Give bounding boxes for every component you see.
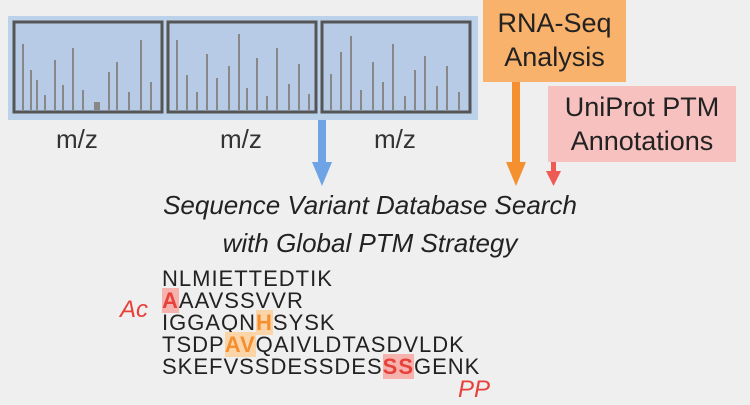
- source-label: UniProt PTM Annotations: [564, 92, 720, 156]
- rna-seq-box: [483, 0, 626, 82]
- modification: PP: [458, 376, 491, 403]
- variant-residue: A: [162, 288, 179, 313]
- modification: Ac: [120, 296, 149, 323]
- residues: AAVSSVVR: [178, 288, 304, 313]
- sequence: AAAVSSVVR: [162, 288, 304, 313]
- uniprot-box: [548, 86, 736, 162]
- axis-label: m/z: [374, 124, 416, 154]
- residues: GENK: [414, 354, 481, 379]
- source-label: RNA-Seq Analysis: [497, 8, 612, 72]
- residues: SKEFVSSDESSDES: [162, 354, 383, 379]
- variant-residue: AV: [224, 332, 256, 357]
- axis-label: m/z: [220, 124, 262, 154]
- sequence: SKEFVSSDESSDESSSGENK: [162, 354, 481, 379]
- spectra-arrow: [312, 120, 332, 186]
- residues: QAIVLDTASDVLDK: [255, 332, 465, 357]
- sequence: IGGAQNHSYSK: [162, 310, 336, 335]
- spectrum-peaks: [22, 34, 460, 110]
- residues: SYSK: [272, 310, 336, 335]
- residues: TSDP: [162, 332, 225, 357]
- spectrum-boxes: [12, 20, 472, 114]
- title: Sequence Variant Database Search: [163, 190, 577, 220]
- rna-seq-arrow: [506, 82, 526, 186]
- residues: IGGAQN: [162, 310, 257, 335]
- sequence: TSDPAVQAIVLDTASDVLDK: [162, 332, 465, 357]
- variant-residue: SS: [382, 354, 414, 379]
- uniprot-arrow: [546, 162, 561, 186]
- title: with Global PTM Strategy: [222, 228, 518, 258]
- axis-label: m/z: [56, 124, 98, 154]
- residues: NLMIETTEDTIK: [162, 266, 333, 291]
- sequence: NLMIETTEDTIK: [162, 268, 333, 290]
- variant-residue: H: [256, 310, 273, 335]
